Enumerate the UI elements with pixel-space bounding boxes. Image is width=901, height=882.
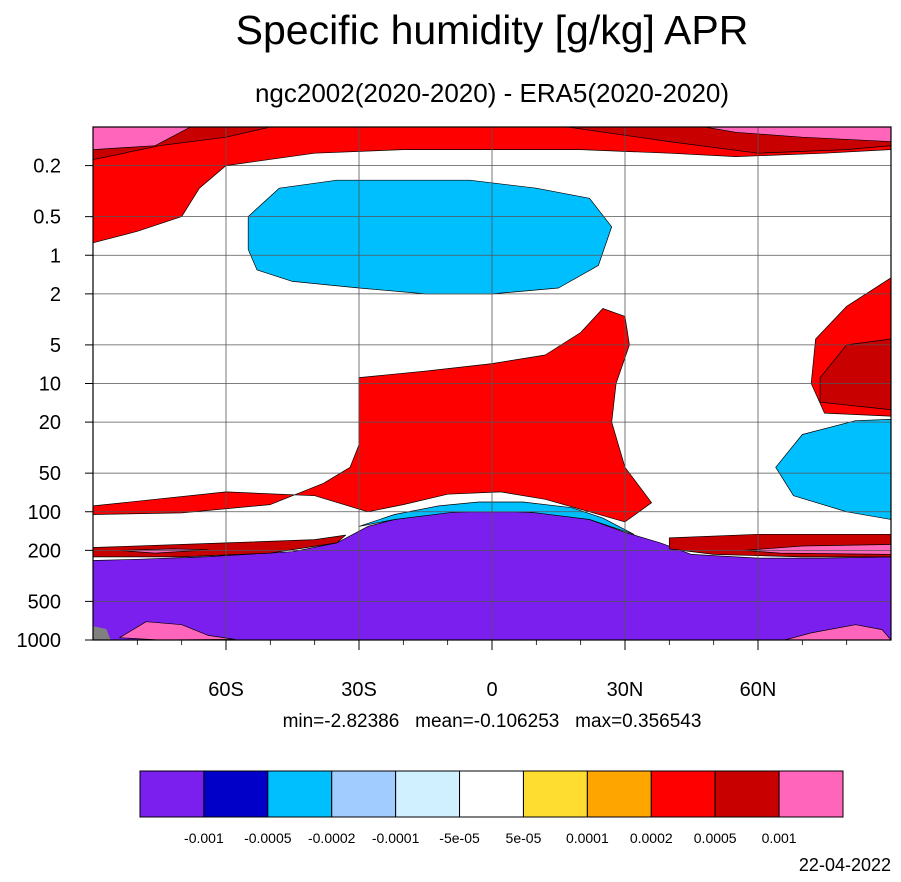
plot-title: Specific humidity [g/kg] APR bbox=[235, 7, 749, 53]
x-tick-label: 0 bbox=[486, 679, 497, 701]
missing-data-area bbox=[93, 626, 111, 640]
colorbar-label: -0.001 bbox=[184, 830, 224, 846]
colorbar-swatch bbox=[714, 770, 780, 818]
x-tick-label: 60S bbox=[208, 679, 244, 701]
contour-region bbox=[744, 544, 891, 555]
contour-region bbox=[247, 179, 613, 295]
y-tick-label: 20 bbox=[39, 412, 61, 434]
colorbar-label: 5e-05 bbox=[506, 830, 542, 846]
colorbar-label: -5e-05 bbox=[439, 830, 480, 846]
y-tick-label: 200 bbox=[28, 540, 61, 562]
contour-region bbox=[704, 127, 891, 142]
colorbar-swatch bbox=[778, 770, 844, 818]
contour-region bbox=[775, 418, 891, 520]
colorbar-swatch bbox=[395, 770, 461, 818]
colorbar-swatch bbox=[650, 770, 716, 818]
colorbar-swatch bbox=[139, 770, 205, 818]
x-tick-label: 30S bbox=[341, 679, 377, 701]
y-tick-label: 10 bbox=[39, 374, 61, 396]
colorbar-swatch bbox=[522, 770, 588, 818]
stat-max: max=0.356543 bbox=[575, 711, 702, 732]
y-tick-label: 0.5 bbox=[33, 207, 61, 229]
colorbar-label: 0.001 bbox=[762, 830, 797, 846]
stats-line: min=-2.82386 mean=-0.106253 max=0.356543 bbox=[0, 709, 901, 735]
colorbar-swatch bbox=[459, 770, 524, 818]
stat-mean: mean=-0.106253 bbox=[415, 711, 560, 732]
colorbar-label: 0.0005 bbox=[694, 830, 737, 846]
y-tick-label: 2 bbox=[50, 284, 61, 306]
y-tick-label: 50 bbox=[39, 463, 61, 485]
y-tick-label: 0.2 bbox=[33, 156, 61, 178]
y-tick-label: 1 bbox=[50, 245, 61, 267]
contour-region bbox=[119, 621, 236, 640]
plot-subtitle: ngc2002(2020-2020) - ERA5(2020-2020) bbox=[254, 78, 730, 108]
x-tick-label: 60N bbox=[740, 679, 777, 701]
contour-region bbox=[819, 338, 891, 411]
y-tick-label: 1000 bbox=[17, 630, 62, 652]
contour-region bbox=[93, 127, 191, 150]
colorbar-label: -0.0002 bbox=[308, 830, 356, 846]
colorbar-label: 0.0002 bbox=[630, 830, 673, 846]
colorbar-swatch bbox=[267, 770, 333, 818]
colorbar-label: 0.0001 bbox=[566, 830, 609, 846]
x-tick-label: 30N bbox=[607, 679, 644, 701]
colorbar-label: -0.0001 bbox=[372, 830, 420, 846]
colorbar-label: -0.0005 bbox=[244, 830, 292, 846]
y-tick-label: 5 bbox=[50, 335, 61, 357]
y-tick-label: 500 bbox=[28, 591, 61, 613]
date-stamp: 22-04-2022 bbox=[798, 855, 891, 875]
stat-min: min=-2.82386 bbox=[282, 711, 400, 732]
colorbar-swatch bbox=[203, 770, 269, 818]
colorbar-swatch bbox=[586, 770, 652, 818]
y-tick-label: 100 bbox=[28, 502, 61, 524]
colorbar-swatch bbox=[331, 770, 397, 818]
contour-region bbox=[119, 548, 209, 554]
contour-region bbox=[93, 127, 891, 244]
contour-region bbox=[784, 624, 891, 640]
